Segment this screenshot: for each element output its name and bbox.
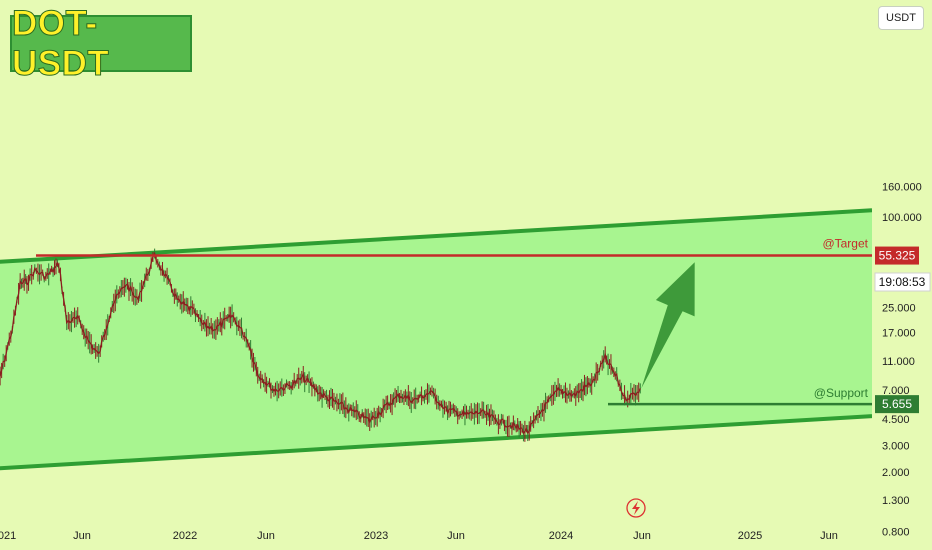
- support-label: @Support: [814, 386, 869, 400]
- y-tick-label: 160.000: [882, 181, 922, 193]
- x-tick-label: Jun: [73, 530, 91, 542]
- channel-fill: [0, 210, 872, 469]
- y-tick-label: 3.000: [882, 440, 910, 452]
- lightning-icon-bolt: [632, 501, 640, 515]
- target-label: @Target: [822, 237, 868, 251]
- x-tick-label: Jun: [820, 530, 838, 542]
- y-tick-label: 25.000: [882, 302, 916, 314]
- symbol-title-box: DOT-USDT: [10, 3, 192, 83]
- countdown-tag-bg: [874, 272, 931, 292]
- y-tick-label: 1.300: [882, 495, 910, 507]
- lightning-icon[interactable]: [626, 498, 646, 518]
- support-price-value: 5.655: [882, 397, 912, 411]
- x-tick-label: 2021: [0, 530, 16, 542]
- countdown-tag: 19:08:53: [874, 272, 931, 292]
- symbol-title: DOT-USDT: [12, 3, 110, 83]
- x-tick-label: Jun: [257, 530, 275, 542]
- x-tick-label: 2025: [738, 530, 762, 542]
- x-tick-label: Jun: [447, 530, 465, 542]
- lightning-icon-ring: [626, 498, 646, 518]
- y-tick-label: 4.500: [882, 414, 910, 426]
- x-tick-label: 2024: [549, 530, 573, 542]
- support-price-tag: 5.655: [875, 395, 919, 414]
- x-tick-label: 2022: [173, 530, 197, 542]
- x-tick-label: 2023: [364, 530, 388, 542]
- target-price-tag-bg: [875, 246, 919, 265]
- y-tick-label: 7.000: [882, 385, 910, 397]
- channel-upper-line: [0, 208, 873, 264]
- y-tick-label: 11.000: [882, 356, 915, 368]
- currency-label: USDT: [886, 12, 916, 24]
- price-series-line: [0, 251, 641, 435]
- projection-arrow: [641, 262, 695, 389]
- currency-button[interactable]: USDT: [878, 6, 924, 30]
- target-price-tag: 55.325: [875, 246, 919, 265]
- target-price-value: 55.325: [879, 249, 916, 263]
- support-price-tag-bg: [875, 395, 919, 414]
- y-tick-label: 0.800: [882, 527, 910, 539]
- y-tick-label: 17.000: [882, 327, 916, 339]
- channel-lower-line: [0, 414, 873, 471]
- y-tick-label: 100.000: [882, 212, 922, 224]
- x-tick-label: Jun: [633, 530, 651, 542]
- y-tick-label: 2.000: [882, 467, 910, 479]
- countdown-value: 19:08:53: [879, 275, 926, 289]
